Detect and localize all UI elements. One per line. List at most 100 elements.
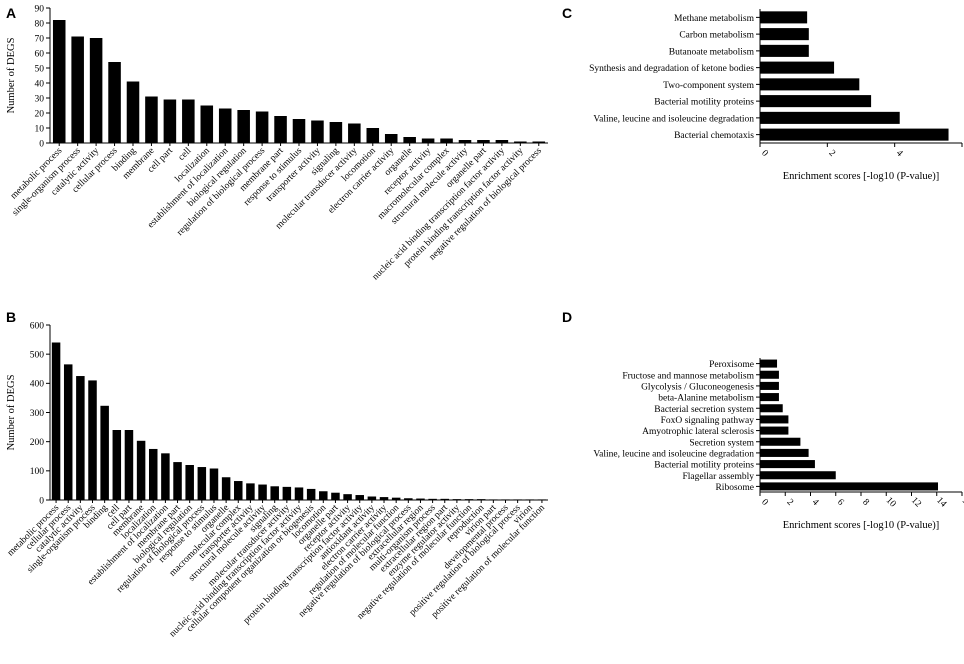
y-tick-label-a-20: 20 (35, 109, 45, 119)
bar-b-regulation-of-molecular-function (391, 497, 401, 500)
category-label-d-beta-alanine-metabolism: beta-Alanine metabolism (658, 394, 754, 404)
x-tick-label-c-4: 4 (894, 148, 905, 159)
bar-b-establishment-of-localization (161, 453, 170, 500)
y-axis-title-b: Number of DEGS (6, 374, 17, 450)
bar-b-metabolic-process (51, 342, 61, 500)
bar-d-peroxisome (760, 359, 778, 368)
bar-c-two-component-system (760, 78, 860, 91)
x-tick-label-d-2: 2 (784, 497, 795, 508)
bar-b-protein-binding-transcription-factor-activity (355, 495, 364, 500)
x-axis-title-c: Enrichment scores [-log10 (P-value)] (783, 171, 940, 182)
category-label-c-bacterial-chemotaxis: Bacterial chemotaxis (674, 131, 754, 141)
x-tick-label-c-6: 6 (961, 148, 964, 159)
bar-b-organelle-part (331, 492, 340, 500)
category-label-d-peroxisome: Peroxisome (709, 360, 754, 370)
category-label-d-ribosome: Ribosome (715, 483, 754, 493)
y-tick-label-a-40: 40 (35, 79, 45, 89)
panel-letter-d: D (562, 309, 572, 325)
panel-letter-b: B (6, 309, 16, 325)
y-tick-label-b-400: 400 (30, 380, 45, 390)
bar-a-locomotion (366, 128, 380, 143)
y-tick-label-a-10: 10 (35, 124, 45, 134)
y-tick-label-b-0: 0 (39, 496, 44, 506)
bar-d-secretion-system (760, 437, 801, 446)
bar-a-cell-part (163, 99, 177, 143)
bar-b-organelle (221, 477, 231, 500)
bar-a-response-to-stimulus (292, 119, 306, 143)
x-tick-label-d-10: 10 (884, 496, 898, 510)
bar-a-regulation-of-biological-process (255, 111, 269, 143)
bar-b-reproduction (476, 499, 486, 500)
bar-d-beta-alanine-metabolism (760, 393, 779, 402)
chart-c: Methane metabolism Carbon metabolism Butan… (589, 9, 964, 182)
panel-letter-a: A (6, 5, 16, 21)
bar-b-structural-molecule-activity (258, 484, 267, 500)
bar-b-nucleic-acid-binding-transcription-factor-activity (294, 487, 304, 500)
category-label-c-bacterial-motility-proteins: Bacterial motility proteins (654, 98, 754, 108)
bar-a-cellular-process (108, 62, 121, 143)
bar-b-extracellular-region-part (440, 498, 450, 500)
y-tick-label-b-600: 600 (30, 321, 45, 331)
bar-b-biological-regulation (185, 465, 194, 500)
category-label-c-synthesis-and-degradation-of-ketone-bodies: Synthesis and degradation of ketone bodi… (589, 63, 754, 74)
bar-b-antioxidant-activity (367, 496, 377, 500)
category-label-c-carbon-metabolism: Carbon metabolism (679, 31, 754, 41)
category-label-d-flagellar-assembly: Flagellar assembly (683, 472, 755, 482)
bar-b-enzyme-regulator-activity (452, 499, 462, 500)
x-tick-label-c-2: 2 (827, 148, 838, 159)
bar-b-signaling (270, 486, 279, 500)
bar-b-localization (148, 448, 158, 500)
x-tick-label-d-0: 0 (759, 497, 770, 508)
x-tick-label-d-6: 6 (835, 497, 846, 508)
bar-a-macromolecular-complex (440, 138, 453, 143)
x-tick-label-d-8: 8 (860, 497, 871, 508)
category-label-c-two-component-system: Two-component system (663, 81, 755, 91)
bar-b-positive-regulation-of-molecular-function (537, 499, 547, 500)
bar-b-cell-part (124, 430, 134, 500)
bar-d-bacterial-secretion-system (760, 404, 783, 413)
bar-c-carbon-metabolism (760, 28, 809, 41)
bar-a-establishment-of-localization (218, 108, 232, 143)
bar-b-single-organism-process (88, 380, 97, 500)
bar-b-membrane (136, 440, 146, 500)
bar-c-methane-metabolism (760, 11, 808, 24)
y-tick-label-b-500: 500 (30, 350, 45, 360)
bar-a-molecular-transducer-activity (348, 123, 361, 143)
bar-a-localization (200, 105, 214, 143)
bar-b-electron-carrier-activity (379, 497, 389, 500)
bar-b-regulation-of-biological-process (197, 467, 207, 500)
y-tick-label-a-0: 0 (39, 139, 44, 149)
bar-d-ribosome (760, 482, 939, 491)
y-tick-label-b-100: 100 (30, 467, 45, 477)
bar-a-structural-molecule-activity (458, 140, 472, 143)
bar-a-membrane (145, 96, 158, 143)
bar-a-membrane-part (274, 116, 287, 143)
bar-a-catalytic-activity (89, 38, 103, 143)
bar-c-butanoate-metabolism (760, 44, 809, 57)
bar-a-biological-regulation (237, 110, 250, 143)
category-label-d-fructose-and-mannose-metabolism: Fructose and mannose metabolism (622, 371, 754, 381)
bar-b-virion (525, 499, 535, 500)
bar-b-binding (100, 405, 109, 500)
bar-b-molecular-transducer-activity (282, 486, 292, 500)
bar-a-receptor-activity (421, 138, 435, 143)
bar-a-protein-binding-transcription-factor-activity (514, 141, 527, 143)
bar-b-negative-regulation-of-molecular-function (464, 499, 474, 500)
x-tick-label-d-16: 16 (960, 496, 964, 510)
bar-b-transporter-activity (246, 483, 255, 500)
x-tick-label-d-4: 4 (810, 497, 821, 508)
bar-b-receptor-activity (343, 494, 352, 500)
bar-b-macromolecular-complex (234, 481, 243, 500)
bar-d-glycolysis-gluconeogenesis (760, 381, 779, 390)
category-label-d-valine-leucine-and-isoleucine-degradation: Valine, leucine and isoleucine degradati… (593, 449, 754, 459)
y-tick-label-a-50: 50 (35, 64, 45, 74)
bar-b-membrane-part (173, 462, 182, 500)
bar-a-metabolic-process (52, 20, 66, 143)
bar-b-catalytic-activity (76, 376, 85, 500)
bar-b-cellular-process (63, 364, 73, 500)
category-label-c-valine-leucine-and-isoleucine-degradation: Valine, leucine and isoleucine degradati… (593, 114, 754, 124)
